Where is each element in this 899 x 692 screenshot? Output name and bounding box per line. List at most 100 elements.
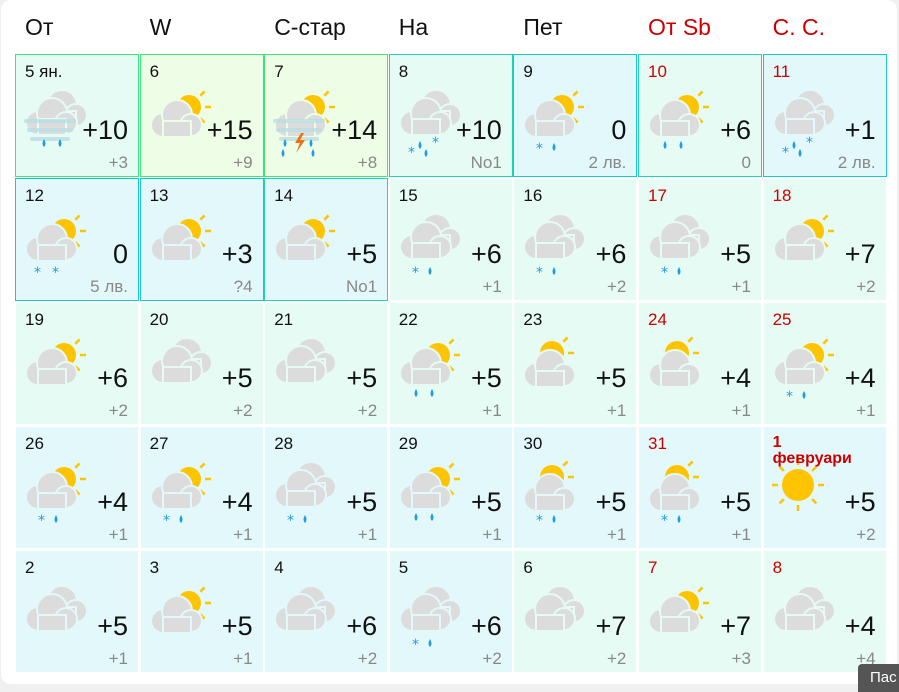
svg-text:*: *	[163, 513, 170, 529]
svg-text:*: *	[661, 265, 668, 281]
day-cell[interactable]: 10 +6 0	[638, 54, 762, 177]
svg-text:*: *	[536, 265, 543, 281]
day-cell[interactable]: * 15 +6 +1	[388, 178, 513, 301]
weather-icon-partly-sunny-fog-thunder	[273, 90, 336, 157]
day-cell[interactable]: 6 +7 +2	[513, 550, 638, 673]
night-temperature: +1	[108, 649, 128, 668]
weekday-header: W	[149, 14, 172, 40]
day-cell[interactable]: 18 +7 +2	[762, 178, 887, 301]
weather-icon-partly-sunny-snow-rain: *	[772, 338, 834, 405]
svg-text:*: *	[432, 135, 439, 151]
day-temperature: +6	[720, 115, 751, 145]
day-cell[interactable]: 1 февруари +5 +2	[762, 426, 887, 549]
svg-text:*: *	[408, 145, 415, 159]
day-number: 9	[523, 62, 533, 81]
day-cell[interactable]: * 5 +6 +2	[388, 550, 513, 673]
weather-icon-mostly-sunny	[648, 336, 701, 388]
day-cell[interactable]: * * 11 +1 2 лв.	[762, 54, 887, 177]
day-number: 5	[398, 558, 409, 577]
day-cell[interactable]: * 25 +4 +1	[762, 302, 887, 425]
day-temperature: +5	[471, 363, 502, 393]
day-cell[interactable]: * 9 0 2 лв.	[513, 54, 638, 177]
weather-icon-partly-sunny-snow-rain: *	[25, 462, 86, 529]
day-number: 16	[523, 186, 543, 205]
day-temperature: +4	[844, 363, 876, 393]
day-cell[interactable]: * * 8 +10 No1	[388, 54, 513, 177]
day-cell[interactable]: 13 +3 ?4	[139, 178, 264, 301]
weather-icon-partly-sunny	[149, 586, 211, 634]
day-cell[interactable]: 7 +7 +3	[638, 550, 762, 673]
day-cell[interactable]: 29 +5 +1	[388, 426, 513, 549]
day-temperature: +5	[720, 487, 751, 517]
day-number: 17	[648, 186, 667, 205]
day-temperature: +15	[206, 115, 253, 145]
night-temperature: +1	[607, 525, 627, 544]
day-cell[interactable]: * 30 +5 +1	[513, 426, 638, 549]
svg-text:*: *	[38, 513, 45, 529]
svg-text:*: *	[661, 513, 668, 529]
svg-text:*: *	[806, 135, 813, 151]
day-cell[interactable]: * 26 +4 +1	[15, 426, 139, 549]
weekday-header: От	[25, 14, 54, 40]
tooltip-button[interactable]: Пас	[858, 664, 899, 692]
day-cell[interactable]: * 31 +5 +1	[638, 426, 762, 549]
day-number: 14	[274, 186, 294, 205]
day-cell[interactable]: 8 +4 +4	[762, 550, 887, 673]
weather-icon-sunny	[771, 459, 824, 511]
day-temperature: +10	[455, 115, 502, 145]
svg-text:*: *	[536, 513, 543, 529]
weather-icon-partly-sunny	[648, 586, 709, 634]
night-temperature: +4	[856, 649, 876, 668]
day-temperature: +6	[97, 363, 128, 393]
weather-icon-cloudy-snow-rain: *	[523, 213, 587, 281]
day-cell[interactable]: 23 +5 +1	[513, 302, 638, 425]
day-temperature: 0	[112, 239, 128, 269]
day-number: 8	[398, 62, 409, 81]
day-cell[interactable]: 19 +6 +2	[15, 302, 139, 425]
day-cell[interactable]: * 16 +6 +2	[513, 178, 638, 301]
day-temperature: +10	[82, 115, 128, 145]
day-temperature: +5	[346, 363, 378, 393]
day-cell[interactable]: 4 +6 +2	[264, 550, 389, 673]
night-temperature: 2 лв.	[588, 153, 627, 172]
day-cell[interactable]: 24 +4 +1	[638, 302, 762, 425]
night-temperature: +1	[482, 401, 502, 420]
night-temperature: +2	[108, 401, 128, 420]
night-temperature: +2	[856, 277, 876, 296]
day-number: 7	[648, 558, 658, 577]
day-number: 21	[274, 310, 294, 329]
weather-icon-partly-sunny	[149, 214, 211, 262]
day-cell[interactable]: 14 +5 No1	[264, 178, 389, 301]
day-temperature: +3	[221, 239, 253, 269]
day-cell[interactable]: 5 ян. +10 +3	[15, 54, 139, 177]
day-number: 20	[149, 310, 169, 329]
svg-text:*: *	[786, 389, 793, 405]
day-cell[interactable]: 6 +15 +9	[139, 54, 264, 177]
day-number: 13	[149, 186, 169, 205]
weather-icon-partly-sunny	[25, 338, 86, 386]
weather-icon-partly-sunny	[149, 90, 211, 138]
weather-icon-partly-sunny-rain	[648, 90, 709, 149]
day-cell[interactable]: 20 +5 +2	[139, 302, 264, 425]
night-temperature: No1	[470, 153, 502, 172]
day-number: 6	[523, 558, 533, 577]
night-temperature: +1	[233, 525, 253, 544]
day-number: 18	[772, 186, 792, 205]
day-cell[interactable]: * 28 +5 +1	[264, 426, 389, 549]
day-number: 23	[523, 310, 543, 329]
day-number: 11	[772, 62, 791, 81]
weather-icon-cloudy	[772, 585, 836, 632]
day-temperature: +5	[844, 487, 876, 517]
day-cell[interactable]: 21 +5 +2	[264, 302, 389, 425]
svg-text:*: *	[34, 265, 41, 281]
day-cell[interactable]: 22 +5 +1	[388, 302, 513, 425]
day-cell[interactable]: * 27 +4 +1	[139, 426, 264, 549]
day-cell[interactable]: * 17 +5 +1	[638, 178, 762, 301]
day-number: 12	[25, 186, 44, 205]
day-cell[interactable]: 2 +5 +1	[15, 550, 139, 673]
day-cell[interactable]: 7 +14 +8	[264, 54, 389, 177]
day-cell[interactable]: * * 12 0 5 лв.	[15, 178, 139, 301]
day-number: 2	[25, 558, 35, 577]
day-cell[interactable]: 3 +5 +1	[139, 550, 264, 673]
